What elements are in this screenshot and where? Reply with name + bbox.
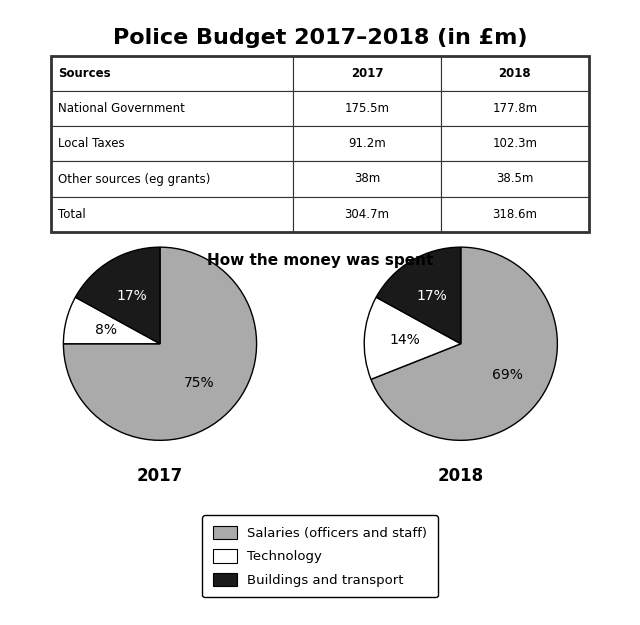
Text: 69%: 69% [492,368,523,382]
Text: 175.5m: 175.5m [344,102,390,115]
Bar [441,197,589,232]
Text: 91.2m: 91.2m [348,138,386,150]
Text: Other sources (eg grants): Other sources (eg grants) [58,173,210,186]
Bar [293,161,441,197]
Wedge shape [63,298,160,344]
Text: Police Budget 2017–2018 (in £m): Police Budget 2017–2018 (in £m) [113,28,527,48]
Text: How the money was spent: How the money was spent [207,253,433,268]
Bar [51,161,293,197]
Bar [293,197,441,232]
Text: 38.5m: 38.5m [496,173,534,186]
Text: Local Taxes: Local Taxes [58,138,124,150]
Text: 38m: 38m [354,173,380,186]
Text: 304.7m: 304.7m [344,208,390,221]
Bar [441,56,589,91]
Bar [51,126,293,161]
Text: 2018: 2018 [499,67,531,80]
Text: 8%: 8% [95,323,116,337]
Bar [51,91,293,126]
Bar [51,197,293,232]
Text: 318.6m: 318.6m [492,208,538,221]
Wedge shape [376,247,461,344]
Wedge shape [371,247,557,441]
Text: 177.8m: 177.8m [492,102,538,115]
Text: 75%: 75% [184,376,215,391]
Bar [441,126,589,161]
Text: 2017: 2017 [137,467,183,485]
Text: 2017: 2017 [351,67,383,80]
Text: 14%: 14% [390,333,420,348]
Bar [293,56,441,91]
Bar [293,126,441,161]
Text: 17%: 17% [116,289,147,302]
Wedge shape [364,298,461,379]
Text: 2018: 2018 [438,467,484,485]
Bar [293,91,441,126]
Wedge shape [63,247,257,441]
Bar [441,91,589,126]
Text: Sources: Sources [58,67,110,80]
Legend: Salaries (officers and staff), Technology, Buildings and transport: Salaries (officers and staff), Technolog… [202,515,438,598]
Bar [51,56,293,91]
Text: 102.3m: 102.3m [492,138,538,150]
Bar [51,56,589,232]
Wedge shape [76,247,160,344]
Text: National Government: National Government [58,102,184,115]
Bar [441,161,589,197]
Text: 17%: 17% [417,289,447,302]
Text: Total: Total [58,208,85,221]
